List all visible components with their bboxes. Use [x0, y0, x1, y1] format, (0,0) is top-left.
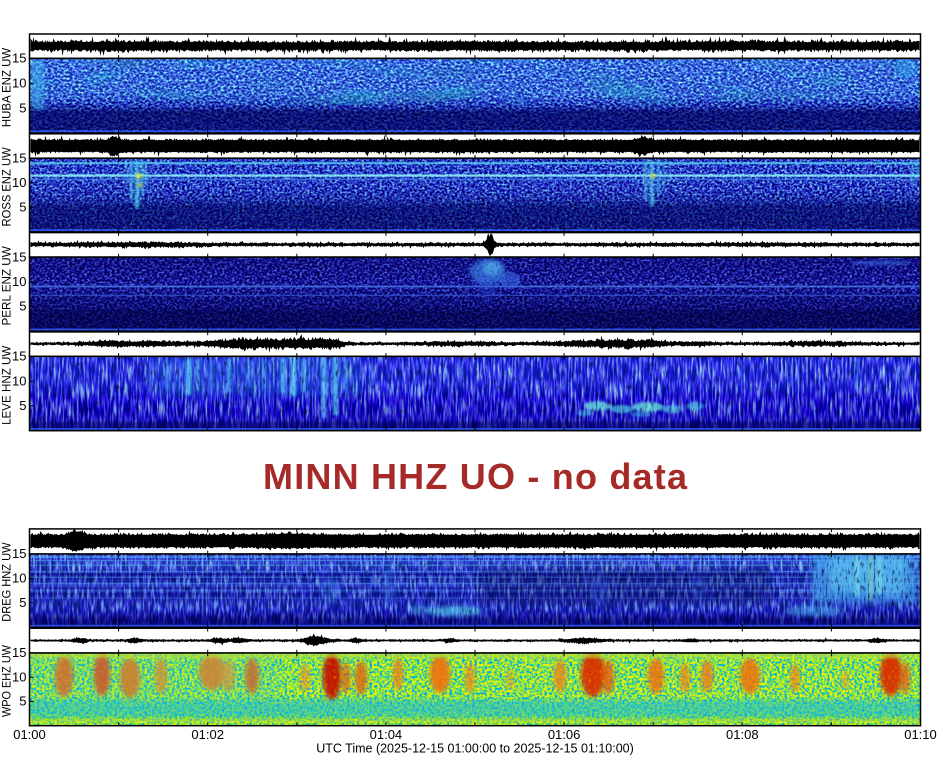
svg-text:HUBA ENZ UW: HUBA ENZ UW	[0, 48, 14, 128]
svg-text:UTC Time (2025-12-15 01:00:00: UTC Time (2025-12-15 01:00:00 to 2025-12…	[316, 742, 634, 756]
svg-text:5: 5	[19, 694, 26, 709]
svg-text:01:08: 01:08	[726, 727, 759, 742]
svg-text:5: 5	[19, 299, 26, 314]
svg-text:15: 15	[12, 51, 26, 66]
svg-text:01:10: 01:10	[904, 727, 937, 742]
svg-text:01:04: 01:04	[370, 727, 403, 742]
svg-text:PERL ENZ UW: PERL ENZ UW	[0, 246, 14, 326]
svg-text:01:02: 01:02	[191, 727, 224, 742]
svg-text:01:06: 01:06	[548, 727, 581, 742]
svg-text:5: 5	[19, 200, 26, 215]
svg-text:15: 15	[12, 249, 26, 264]
svg-text:10: 10	[12, 274, 26, 289]
svg-text:15: 15	[12, 349, 26, 364]
svg-text:ROSS ENZ UW: ROSS ENZ UW	[0, 147, 14, 227]
svg-text:15: 15	[12, 150, 26, 165]
svg-text:10: 10	[12, 76, 26, 91]
svg-text:10: 10	[12, 373, 26, 388]
svg-text:5: 5	[19, 398, 26, 413]
svg-text:10: 10	[12, 175, 26, 190]
svg-text:5: 5	[19, 595, 26, 610]
svg-text:10: 10	[12, 669, 26, 684]
svg-text:DREG HNZ UW: DREG HNZ UW	[0, 542, 14, 622]
svg-text:MINN HHZ UO - no data: MINN HHZ UO - no data	[263, 456, 688, 497]
svg-text:15: 15	[12, 546, 26, 561]
svg-text:01:00: 01:00	[13, 727, 46, 742]
svg-text:15: 15	[12, 645, 26, 660]
svg-text:WPO EHZ UW: WPO EHZ UW	[0, 645, 14, 717]
svg-text:LEVE HNZ UW: LEVE HNZ UW	[0, 345, 14, 425]
svg-text:5: 5	[19, 100, 26, 115]
svg-text:10: 10	[12, 571, 26, 586]
